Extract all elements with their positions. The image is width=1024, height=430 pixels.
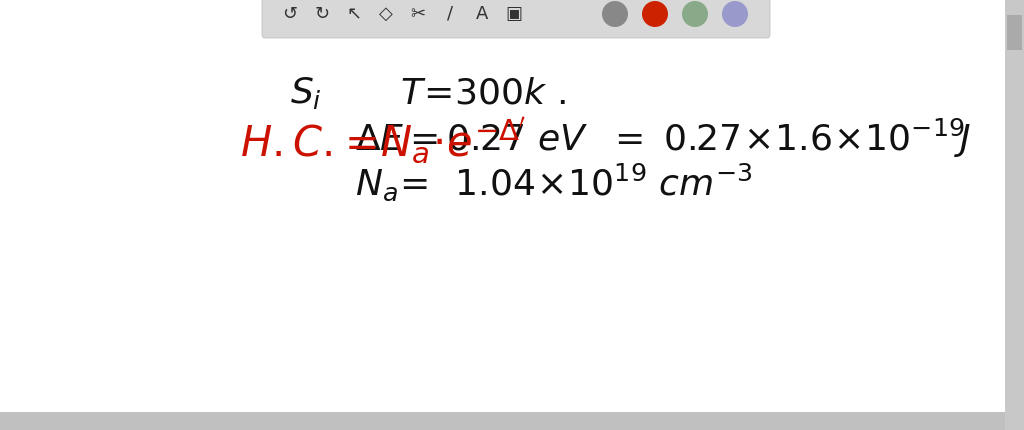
Bar [0,412,1024,430]
FancyBboxPatch shape [262,0,770,38]
Text: ↖: ↖ [346,5,361,23]
Text: $S_i$: $S_i$ [290,75,322,111]
Text: ↺: ↺ [283,5,298,23]
Bar [1007,15,1022,50]
Text: ▣: ▣ [506,5,522,23]
Text: /: / [446,5,453,23]
Text: $N_a\!=\!\ \ 1.04\!\times\!10^{19}\ cm^{-3}$: $N_a\!=\!\ \ 1.04\!\times\!10^{19}\ cm^{… [355,161,753,203]
Text: ◇: ◇ [379,5,393,23]
Text: A: A [476,5,488,23]
Circle shape [722,1,748,27]
Text: ✂: ✂ [411,5,426,23]
Text: $T\!=\!300k\ .$: $T\!=\!300k\ .$ [400,76,566,110]
Circle shape [642,1,668,27]
Circle shape [682,1,708,27]
Text: $\Delta E = 0.27\ eV\ \ =\ 0.27\!\times\!1.6\!\times\!10^{-19}\!J$: $\Delta E = 0.27\ eV\ \ =\ 0.27\!\times\… [355,117,971,160]
Text: $H.C.\!=\!N_a\!\cdot\! e^{-\Delta '}$: $H.C.\!=\!N_a\!\cdot\! e^{-\Delta '}$ [240,115,526,165]
Text: ↻: ↻ [314,5,330,23]
Circle shape [602,1,628,27]
Bar [1005,0,1024,430]
